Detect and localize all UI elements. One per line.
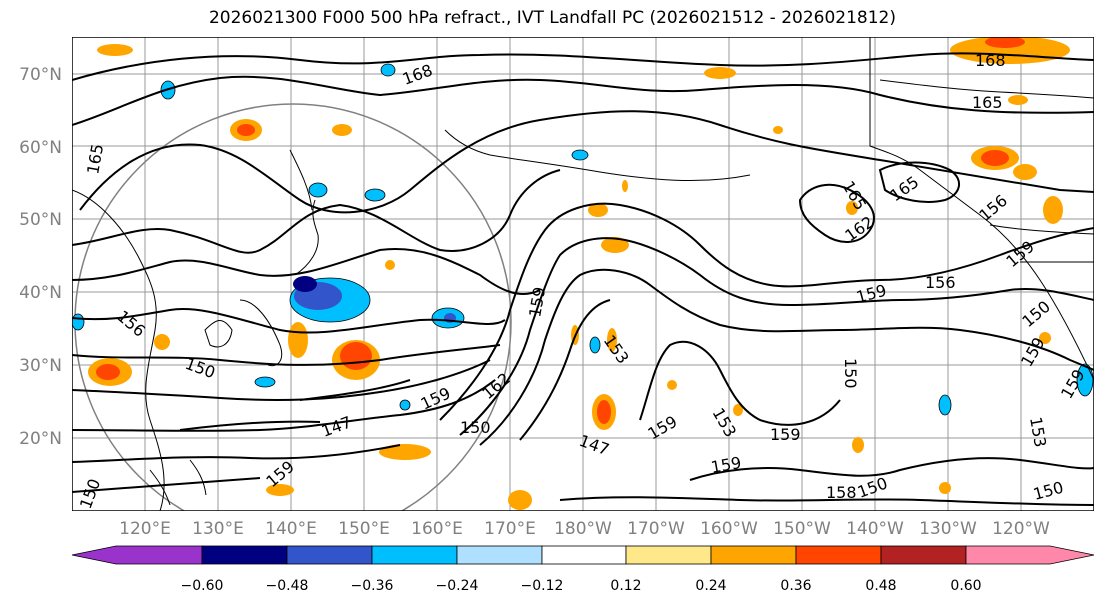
colorbar-segment xyxy=(456,545,543,565)
colorbar-tick: 0.12 xyxy=(610,578,641,594)
colorbar xyxy=(71,545,1095,565)
colorbar-ticks: −0.60 −0.48 −0.36 −0.24 −0.12 0.12 0.24 … xyxy=(181,578,982,594)
colorbar-tick: −0.48 xyxy=(266,578,309,594)
lat-label: 50°N xyxy=(19,210,62,230)
colorbar-segment xyxy=(286,545,373,565)
lat-label: 30°N xyxy=(19,356,62,376)
map-title: 2026021300 F000 500 hPa refract., IVT La… xyxy=(208,8,896,28)
contour-label: 150 xyxy=(460,418,491,437)
colorbar-tick: 0.60 xyxy=(950,578,981,594)
lon-label: 150°E xyxy=(338,519,390,539)
contour-label: 150 xyxy=(841,358,860,389)
lat-label: 70°N xyxy=(19,65,62,85)
colorbar-tick: 0.36 xyxy=(780,578,811,594)
lon-label: 120°W xyxy=(992,519,1050,539)
colorbar-segment xyxy=(710,545,797,565)
lon-label: 140°W xyxy=(846,519,904,539)
lon-label: 170°E xyxy=(484,519,536,539)
colorbar-segment xyxy=(541,545,627,565)
lon-label: 120°E xyxy=(119,519,171,539)
colorbar-segment xyxy=(71,545,203,565)
contour-label: 165 xyxy=(972,93,1003,112)
lon-label: 140°E xyxy=(265,519,317,539)
colorbar-tick: −0.24 xyxy=(436,578,479,594)
colorbar-tick: 0.24 xyxy=(695,578,726,594)
lat-label: 60°N xyxy=(19,138,62,158)
lon-label: 160°E xyxy=(411,519,463,539)
shaded-negative xyxy=(72,63,1094,416)
lon-label: 130°E xyxy=(192,519,244,539)
colorbar-segment xyxy=(965,545,1095,565)
colorbar-tick: −0.12 xyxy=(521,578,564,594)
lon-label: 130°W xyxy=(919,519,977,539)
lon-label: 170°W xyxy=(627,519,685,539)
shaded-positive xyxy=(88,37,1070,510)
colorbar-tick: −0.36 xyxy=(351,578,394,594)
colorbar-tick: −0.60 xyxy=(181,578,224,594)
colorbar-segment xyxy=(795,545,882,565)
colorbar-segment xyxy=(880,545,967,565)
lat-label: 20°N xyxy=(19,429,62,449)
colorbar-segment xyxy=(371,545,458,565)
lon-label: 150°W xyxy=(773,519,831,539)
colorbar-segment xyxy=(625,545,712,565)
lon-label: 180°W xyxy=(554,519,612,539)
longitude-labels: 120°E 130°E 140°E 150°E 160°E 170°E 180°… xyxy=(119,519,1050,539)
colorbar-segment xyxy=(201,545,288,565)
latitude-labels: 70°N 60°N 50°N 40°N 30°N 20°N xyxy=(19,65,62,449)
contour-label: 159 xyxy=(770,425,801,444)
contour-label: 156 xyxy=(925,273,956,292)
lon-label: 160°W xyxy=(700,519,758,539)
contour-label: 158 xyxy=(826,483,857,502)
colorbar-tick: 0.48 xyxy=(865,578,896,594)
map-area: 168 168 165 165 165 162 165 156 159 159 … xyxy=(72,37,1094,511)
contour-label: 168 xyxy=(975,51,1006,70)
refractivity-contours xyxy=(72,52,1094,506)
lat-label: 40°N xyxy=(19,283,62,303)
